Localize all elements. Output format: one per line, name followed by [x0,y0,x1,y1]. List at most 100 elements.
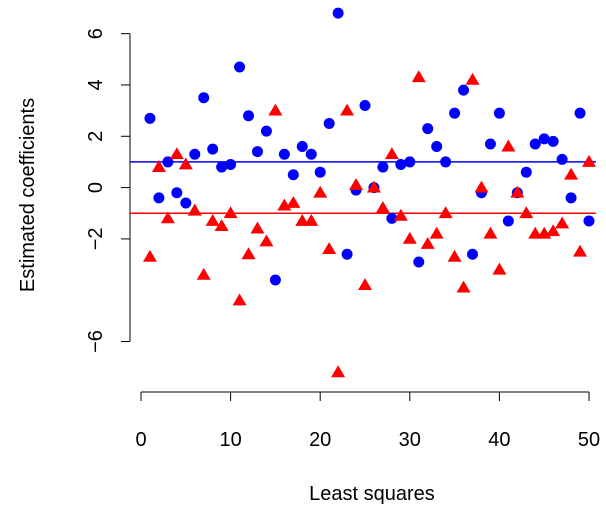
red-point [447,249,462,262]
red-point [402,231,417,244]
blue-point [467,248,479,260]
blue-point [153,192,165,204]
red-point [331,365,346,378]
blue-point [502,215,514,227]
blue-point [171,187,183,199]
blue-point [431,141,443,153]
blue-point [332,7,344,19]
blue-point [520,166,532,178]
y-tick-label: −6 [85,330,107,353]
red-point [232,293,247,306]
red-point [501,139,516,152]
blue-point [189,148,201,160]
x-tick-label: 0 [135,429,146,451]
red-point [393,208,408,221]
red-point [582,154,596,167]
red-point [259,234,274,247]
y-tick-label: 4 [85,79,107,90]
red-point [438,206,453,219]
red-point [573,244,588,257]
y-tick-label: 6 [85,28,107,39]
red-point [349,178,364,190]
blue-point [565,192,577,204]
reference-lines [130,161,596,214]
blue-point [404,156,416,168]
red-point [411,70,426,83]
y-axis-title: Estimated coefficients [17,98,39,292]
red-point [528,226,543,239]
red-point [375,201,390,214]
blue-point [287,169,299,181]
red-point [429,226,444,239]
y-tick-label: 0 [85,182,107,193]
red-point [151,160,166,172]
red-point [456,280,471,293]
blue-point [583,215,595,227]
x-axis-title: Least squares [309,483,435,505]
blue-point [556,153,568,165]
y-tick-label: −2 [85,227,107,250]
blue-point [422,123,434,135]
x-tick-label: 30 [399,429,421,451]
blue-point [547,135,559,147]
blue-point [341,248,353,260]
red-point [555,216,570,229]
blue-point [243,110,255,122]
blue-point [314,166,326,178]
red-point [187,203,202,216]
red-point [250,221,265,234]
red-point [313,185,328,198]
x-tick-label: 50 [578,429,600,451]
blue-point [395,158,407,170]
blue-point [484,138,496,150]
blue-point [440,156,452,168]
blue-point [323,117,335,129]
red-point [340,103,355,116]
data-points [142,7,596,378]
red-point [465,72,480,85]
x-tick-label: 10 [219,429,241,451]
red-point [169,147,184,160]
blue-point [269,274,281,286]
blue-point [144,112,156,124]
blue-point [216,161,228,173]
axes: 0 10 20 30 40 50 −6 −2 0 2 4 6 [85,28,600,451]
red-point [160,211,175,224]
red-point [142,249,157,262]
x-tick-label: 40 [488,429,510,451]
red-point [196,267,211,280]
blue-point [251,146,263,158]
blue-point [180,197,192,209]
red-point [322,242,337,255]
red-point [474,180,489,193]
red-point [483,226,498,239]
red-point [546,224,561,237]
red-point [366,180,381,193]
blue-point [207,143,219,155]
blue-point [225,158,237,170]
blue-point [449,107,461,119]
blue-point [296,141,308,153]
red-point [214,219,229,231]
red-point [286,195,301,208]
blue-point [234,61,246,73]
red-point [223,206,238,219]
blue-point [458,84,470,96]
red-point [384,147,399,160]
y-tick-label: 2 [85,131,107,142]
red-point [492,262,507,275]
blue-point [162,156,174,168]
blue-point [377,161,389,173]
red-point [510,185,525,198]
red-point [564,167,579,180]
red-point [295,213,310,226]
blue-point [529,138,541,150]
red-point [304,213,319,226]
blue-point [278,148,290,160]
red-point [241,247,256,260]
red-point [205,213,220,226]
blue-point [413,256,425,268]
red-point [178,157,193,170]
blue-point [493,107,505,119]
